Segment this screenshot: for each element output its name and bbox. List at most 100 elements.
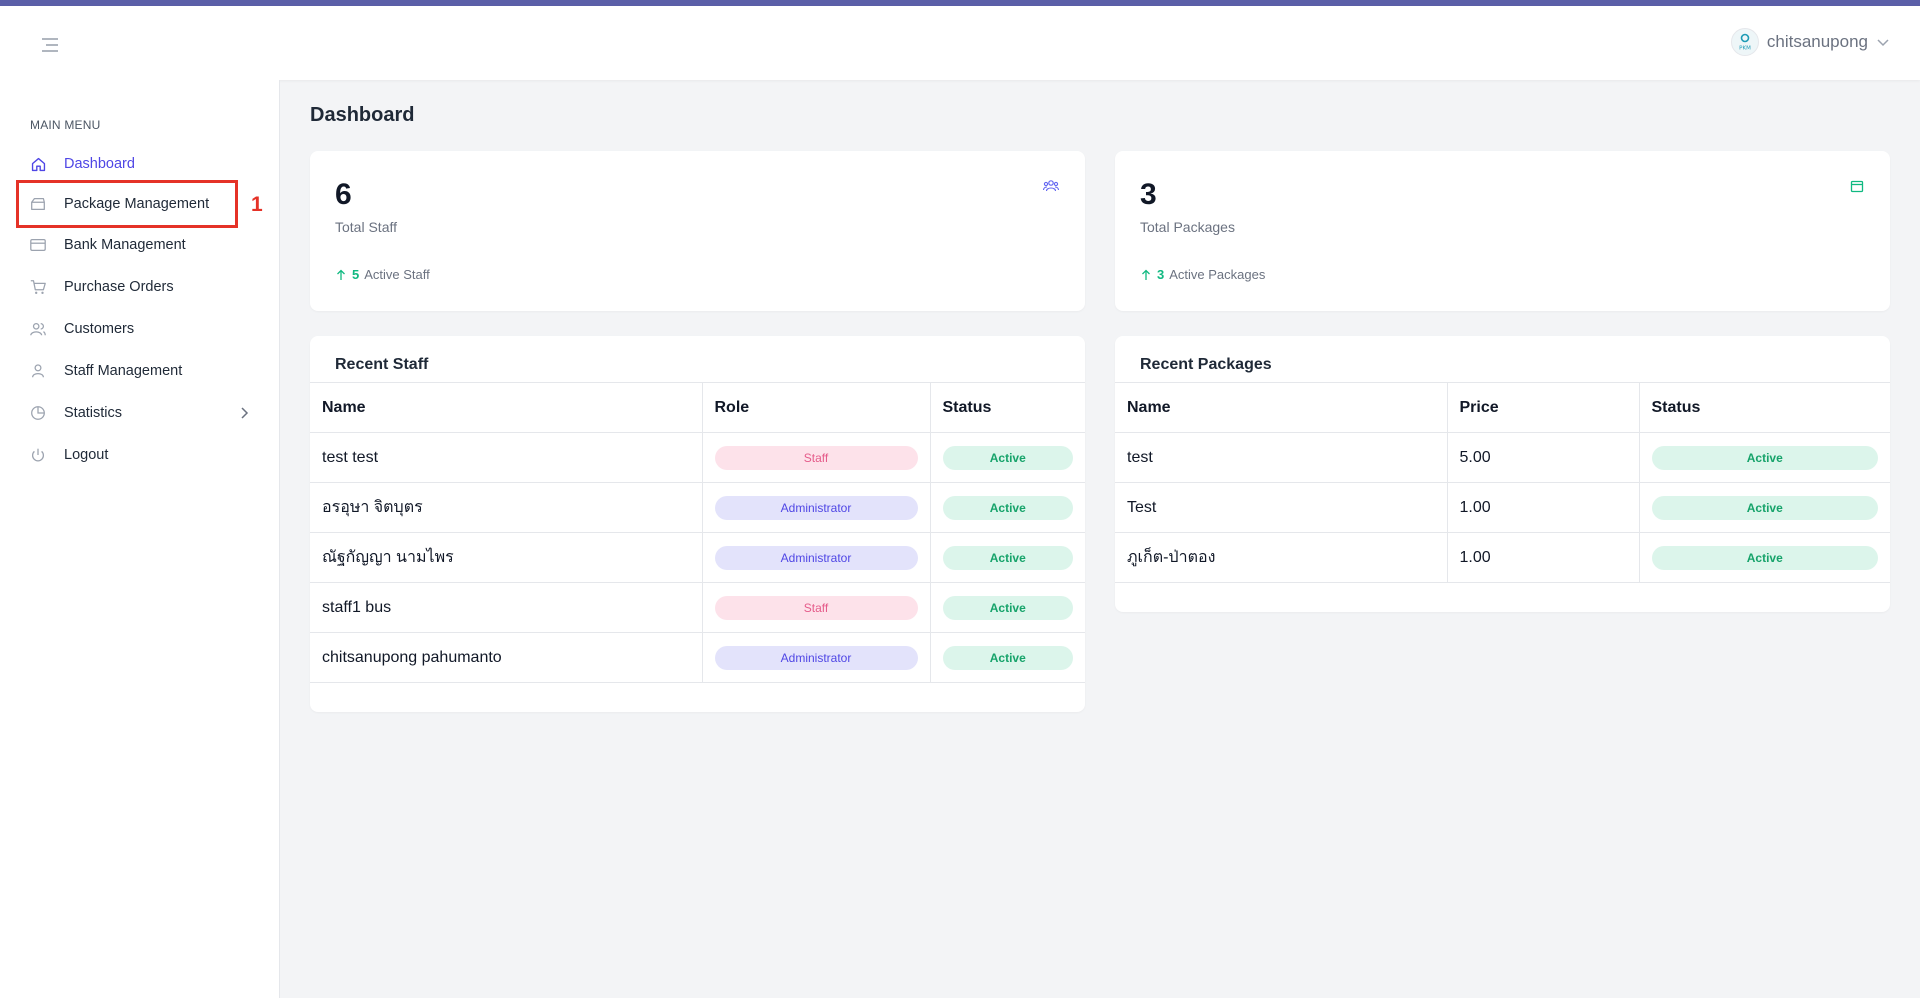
package-price: 1.00 [1446, 532, 1639, 583]
avatar: PKM [1730, 28, 1759, 56]
sidebar-item-label: Staff Management [64, 363, 183, 379]
active-packages-summary: 3 Active Packages [1140, 267, 1265, 282]
recent-staff-card: Recent Staff Name Role Status test test … [310, 336, 1085, 712]
column-header-name: Name [310, 382, 702, 433]
column-header-role: Role [701, 382, 930, 433]
page-title: Dashboard [310, 104, 415, 126]
status-badge: Active [942, 495, 1073, 520]
arrow-up-icon [337, 269, 345, 280]
total-staff-value: 6 [335, 178, 352, 211]
package-price: 1.00 [1446, 482, 1639, 533]
package-name: ภูเก็ต-ป่าตอง [1115, 532, 1447, 583]
role-badge: Staff [714, 445, 918, 470]
sidebar-item-logout[interactable]: Logout [28, 437, 254, 473]
active-staff-count: 5 [352, 267, 360, 282]
status-badge: Active [1651, 495, 1878, 520]
package-price: 5.00 [1446, 432, 1639, 483]
table-row: ภูเก็ต-ป่าตอง 1.00 Active [1115, 532, 1890, 583]
annotation-number: 1 [251, 193, 263, 216]
status-badge: Active [1651, 445, 1878, 470]
role-badge: Administrator [714, 495, 918, 520]
power-icon [28, 445, 48, 465]
staff-group-icon [1043, 180, 1059, 192]
total-packages-value: 3 [1140, 178, 1157, 211]
active-staff-label: Active Staff [364, 267, 430, 282]
pkm-logo-icon: PKM [1739, 33, 1751, 52]
staff-name: chitsanupong pahumanto [310, 632, 702, 683]
table-row: อรอุษา จิตบุตร Administrator Active [310, 482, 1085, 533]
shopping-cart-icon [28, 277, 48, 297]
home-icon [28, 154, 48, 174]
arrow-up-icon [1142, 269, 1150, 280]
table-row: ณัฐกัญญา นามไพร Administrator Active [310, 532, 1085, 583]
sidebar-item-package-management[interactable]: Package Management [28, 186, 254, 222]
table-row: chitsanupong pahumanto Administrator Act… [310, 632, 1085, 683]
users-icon [28, 319, 48, 339]
table-row: staff1 bus Staff Active [310, 582, 1085, 633]
table-row: Test 1.00 Active [1115, 482, 1890, 533]
total-staff-label: Total Staff [335, 219, 398, 235]
table-header-row: Name Role Status [310, 382, 1085, 433]
sidebar: MAIN MENU Dashboard Package Management B… [0, 80, 280, 998]
staff-name: test test [310, 432, 702, 483]
recent-packages-title: Recent Packages [1140, 356, 1272, 373]
user-menu[interactable]: PKM chitsanupong [1730, 28, 1890, 56]
user-icon [28, 361, 48, 381]
package-box-icon [1850, 180, 1864, 193]
active-staff-summary: 5 Active Staff [335, 267, 430, 282]
recent-staff-table: Name Role Status test test Staff Active … [310, 382, 1085, 683]
active-packages-count: 3 [1157, 267, 1165, 282]
sidebar-item-label: Logout [64, 447, 109, 463]
chevron-down-icon [1877, 39, 1889, 47]
sidebar-item-customers[interactable]: Customers [28, 311, 254, 347]
recent-packages-table: Name Price Status test 5.00 Active Test … [1115, 382, 1890, 583]
table-row: test 5.00 Active [1115, 432, 1890, 483]
sidebar-item-label: Statistics [64, 405, 123, 421]
chevron-right-icon [241, 407, 249, 419]
column-header-status: Status [929, 382, 1085, 433]
role-badge: Administrator [714, 645, 918, 670]
sidebar-item-label: Dashboard [64, 156, 135, 172]
sidebar-item-staff-management[interactable]: Staff Management [28, 353, 254, 389]
total-packages-label: Total Packages [1140, 219, 1235, 235]
status-badge: Active [942, 545, 1073, 570]
status-badge: Active [942, 645, 1073, 670]
main-menu-heading: MAIN MENU [30, 118, 101, 132]
hamburger-icon [42, 38, 58, 52]
sidebar-item-statistics[interactable]: Statistics [28, 395, 254, 431]
username: chitsanupong [1766, 32, 1868, 51]
sidebar-item-label: Bank Management [64, 237, 186, 253]
credit-card-icon [28, 235, 48, 255]
recent-staff-title: Recent Staff [335, 356, 429, 373]
recent-packages-card: Recent Packages Name Price Status test 5… [1115, 336, 1890, 612]
column-header-price: Price [1446, 382, 1639, 433]
svg-text:PKM: PKM [1739, 46, 1751, 52]
menu-toggle-button[interactable] [38, 33, 62, 57]
package-name: test [1115, 432, 1447, 483]
active-packages-label: Active Packages [1169, 267, 1266, 282]
annotation-highlight-box [16, 180, 238, 228]
sidebar-item-purchase-orders[interactable]: Purchase Orders [28, 269, 254, 305]
column-header-name: Name [1115, 382, 1447, 433]
staff-name: staff1 bus [310, 582, 702, 633]
total-staff-card: 6 Total Staff 5 Active Staff [310, 151, 1085, 311]
top-header: PKM chitsanupong [0, 6, 1920, 80]
status-badge: Active [1651, 545, 1878, 570]
pie-chart-icon [28, 403, 48, 423]
sidebar-item-label: Package Management [64, 196, 210, 212]
package-name: Test [1115, 482, 1447, 533]
staff-name: ณัฐกัญญา นามไพร [310, 532, 702, 583]
sidebar-item-bank-management[interactable]: Bank Management [28, 227, 254, 263]
column-header-status: Status [1638, 382, 1890, 433]
sidebar-item-dashboard[interactable]: Dashboard [28, 146, 254, 182]
status-badge: Active [942, 445, 1073, 470]
total-packages-card: 3 Total Packages 3 Active Packages [1115, 151, 1890, 311]
table-header-row: Name Price Status [1115, 382, 1890, 433]
sidebar-item-label: Purchase Orders [64, 279, 174, 295]
staff-name: อรอุษา จิตบุตร [310, 482, 702, 533]
table-row: test test Staff Active [310, 432, 1085, 483]
top-accent-strip [0, 0, 1920, 6]
sidebar-item-label: Customers [64, 321, 135, 337]
package-icon [28, 194, 48, 214]
role-badge: Administrator [714, 545, 918, 570]
